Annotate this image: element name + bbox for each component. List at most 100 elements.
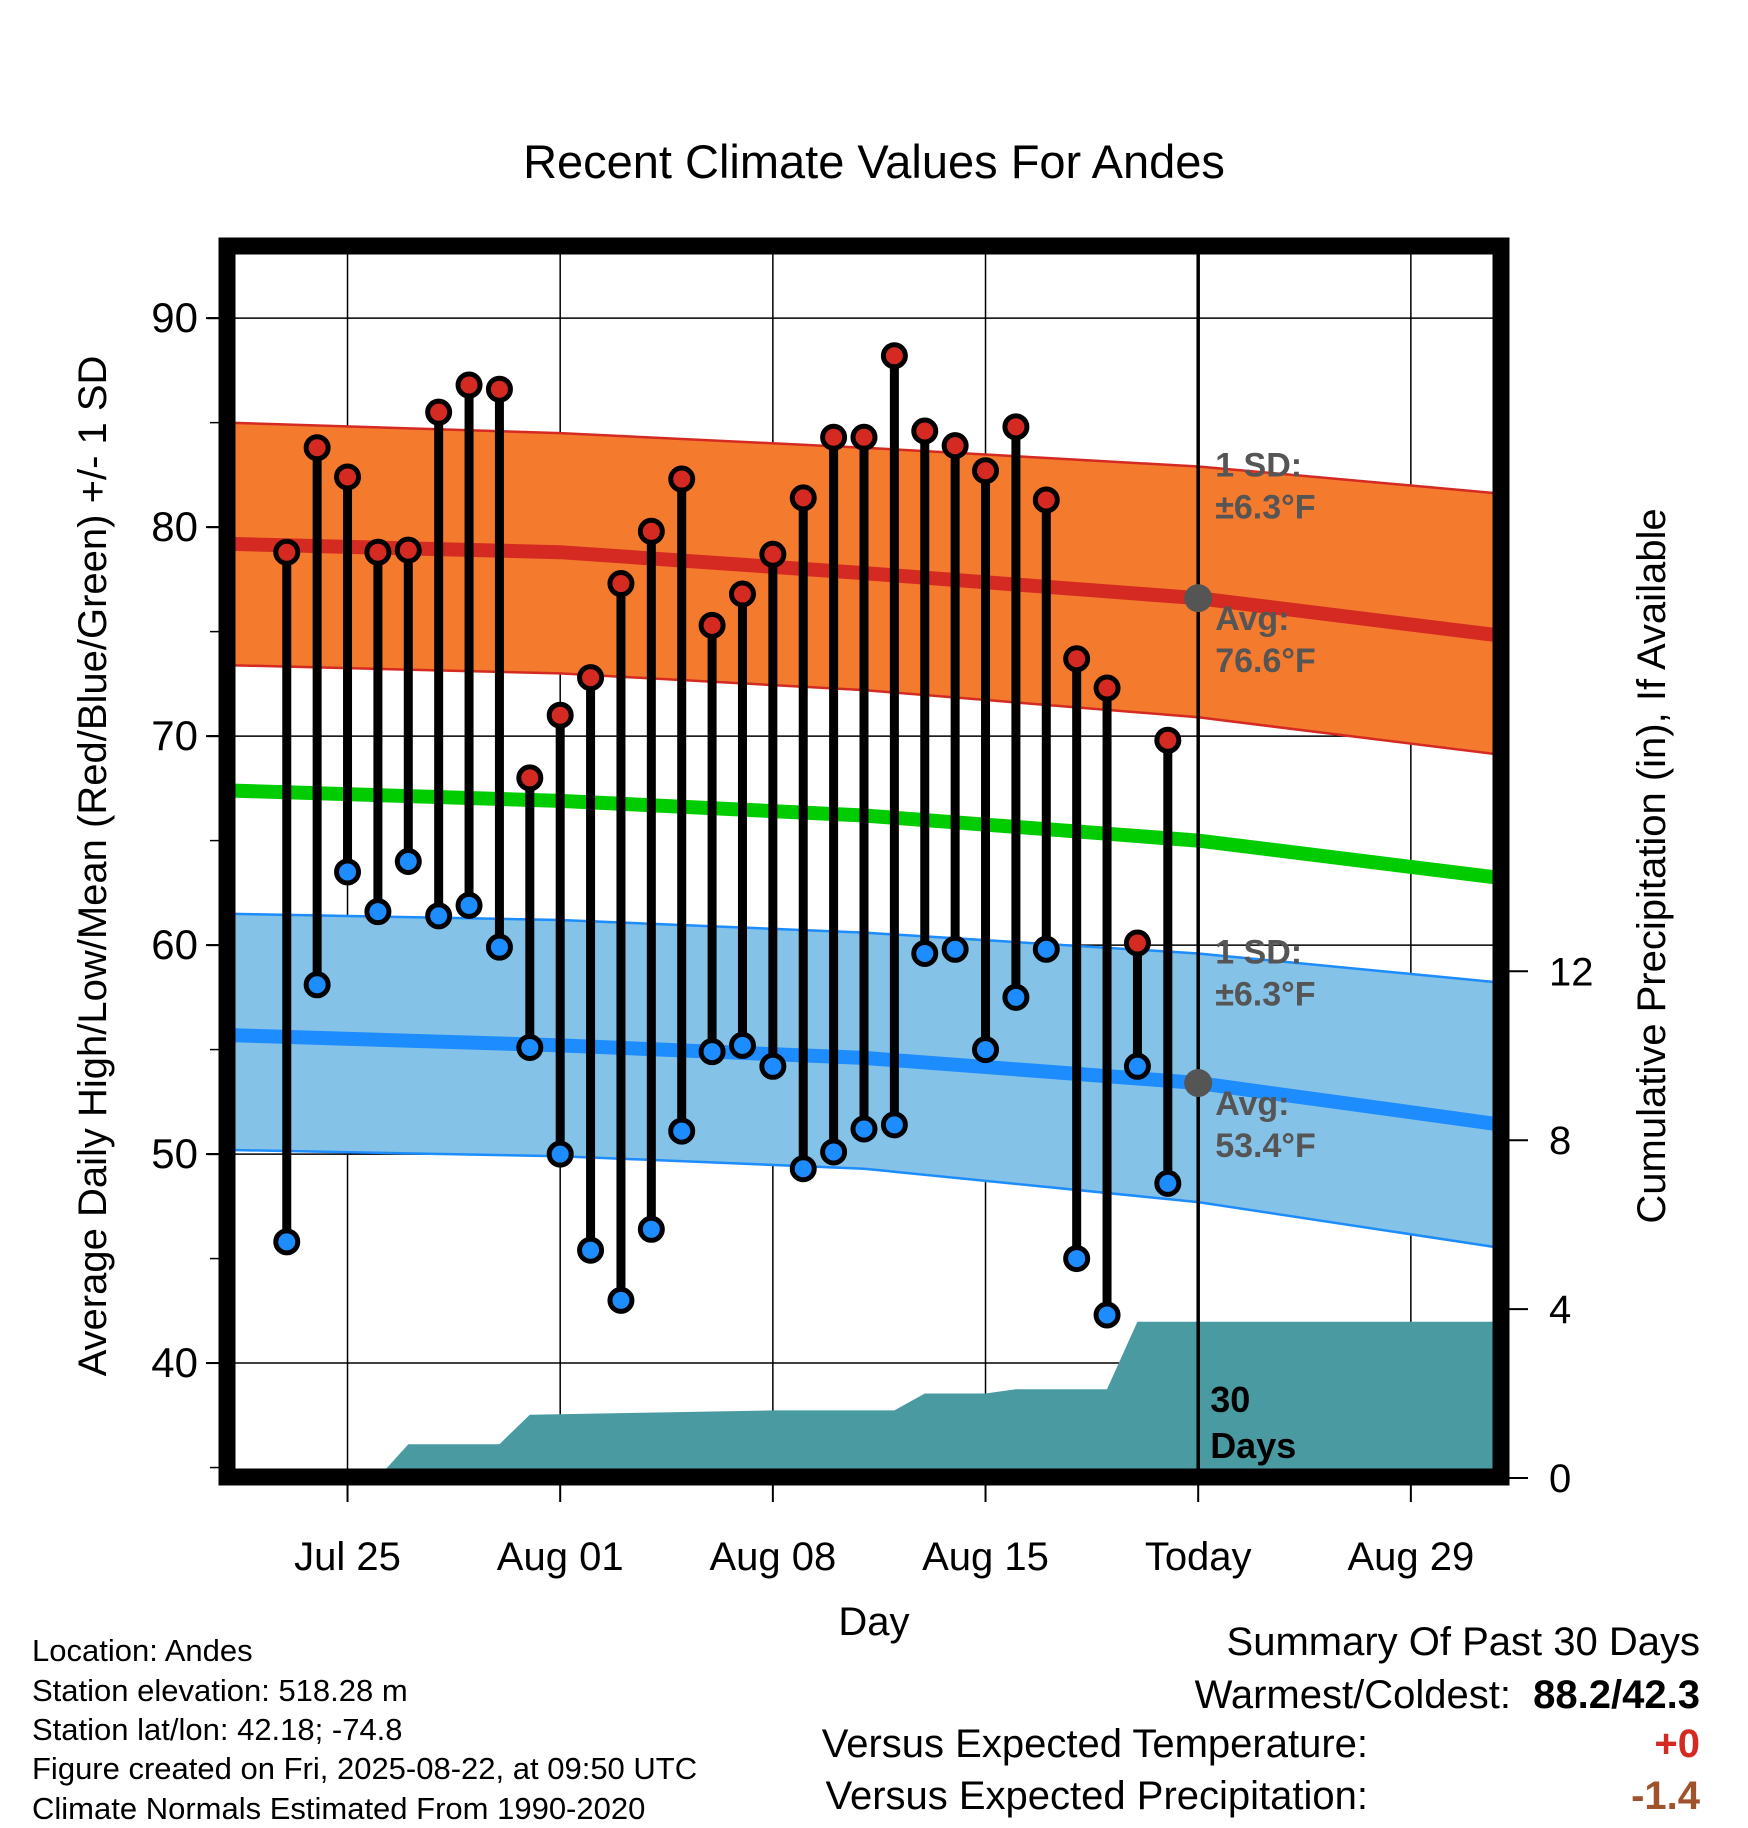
daily-values [273,245,1200,1478]
daily-high-point [789,484,817,512]
daily-high-point [577,664,605,692]
daily-low-point [1002,983,1030,1011]
high-avg-value: 76.6°F [1215,642,1316,680]
daily-high-point [516,764,544,792]
footer-created: Figure created on Fri, 2025-08-22, at 09… [32,1751,698,1786]
summary-precip-label: Versus Expected Precipitation: [825,1774,1368,1818]
x-tick-label: Aug 08 [709,1535,836,1579]
summary-precip-value: -1.4 [1631,1774,1700,1818]
daily-high-point [485,375,513,403]
daily-low-point [759,1052,787,1080]
daily-low-point [1123,1052,1151,1080]
axis-text: 40 50 60 70 80 90 0 4 8 12 Jul 25 Aug 01 Aug 08 Aug 1… [71,135,1674,1644]
low-avg-label: Avg: [1215,1085,1289,1123]
daily-high-point [911,417,939,445]
y2-tick-label: 12 [1549,950,1594,994]
x-tick-label: Aug 29 [1347,1535,1474,1579]
x-axis-label: Day [838,1600,909,1644]
daily-high-point [546,701,574,729]
daily-low-point [637,1215,665,1243]
daily-high-point [637,517,665,545]
high-sd-label: 1 SD: [1215,447,1302,485]
daily-high-point [1063,645,1091,673]
footer-location: Location: Andes [32,1633,253,1668]
daily-low-point [607,1286,635,1314]
y-axis-label: Average Daily High/Low/Mean (Red/Blue/Gr… [71,356,115,1377]
normal-low-sd-lower-line [226,1148,1502,1250]
daily-high-point [455,371,483,399]
daily-high-point [425,398,453,426]
daily-low-point [455,891,483,919]
daily-high-point [759,540,787,568]
y-tick-label: 80 [151,503,198,550]
y-tick-label: 40 [151,1339,198,1386]
high-sd-value: ±6.3°F [1215,489,1315,527]
low-sd-value: ±6.3°F [1215,975,1315,1013]
chart-title: Recent Climate Values For Andes [523,135,1225,188]
precip-area [226,1321,1502,1478]
daily-high-point [820,423,848,451]
daily-high-point [941,432,969,460]
daily-low-point [334,858,362,886]
daily-low-point [820,1138,848,1166]
daily-low-point [880,1111,908,1139]
window-days-number: 30 [1210,1379,1250,1420]
x-tick-label: Today [1145,1535,1252,1579]
y-tick-label: 90 [151,294,198,341]
daily-high-point [728,580,756,608]
plot-frame [218,237,1510,1486]
y-tick-label: 50 [151,1130,198,1177]
summary-temp-label: Versus Expected Temperature: [821,1722,1368,1766]
today-high-normal-marker [1184,584,1213,613]
footer-elevation: Station elevation: 518.28 m [32,1673,408,1708]
daily-high-point [972,457,1000,485]
daily-high-point [850,423,878,451]
daily-high-point [394,536,422,564]
daily-low-point [577,1236,605,1264]
summary-heading: Summary Of Past 30 Days [1226,1620,1700,1664]
low-sd-label: 1 SD: [1215,933,1302,971]
daily-high-point [273,538,301,566]
x-tick-label: Aug 15 [922,1535,1049,1579]
summary-temp-value: +0 [1654,1722,1700,1766]
footer-latlon: Station lat/lon: 42.18; -74.8 [32,1712,403,1747]
summary-warmest-coldest-value: 88.2/42.3 [1533,1673,1700,1717]
band-labels: 1 SD: ±6.3°F Avg: 76.6°F 1 SD: ±6.3°F Avg: 53.4… [1184,447,1316,1466]
high-avg-label: Avg: [1215,600,1289,638]
y-tick-label: 70 [151,712,198,759]
daily-low-point [546,1140,574,1168]
low-avg-value: 53.4°F [1215,1127,1316,1165]
daily-low-point [1032,935,1060,963]
x-tick-label: Aug 01 [497,1535,624,1579]
today-low-normal-marker [1184,1069,1213,1098]
x-tick-label: Jul 25 [294,1535,401,1579]
daily-high-point [1002,413,1030,441]
daily-high-point [303,434,331,462]
daily-high-point [364,538,392,566]
y2-tick-label: 8 [1549,1119,1571,1163]
daily-high-point [880,342,908,370]
daily-low-point [364,898,392,926]
daily-high-point [668,465,696,493]
y2-tick-label: 4 [1549,1288,1571,1332]
daily-low-point [303,971,331,999]
daily-low-point [728,1031,756,1059]
daily-high-point [1154,726,1182,754]
daily-high-point [1123,929,1151,957]
footer-normals: Climate Normals Estimated From 1990-2020 [32,1791,646,1826]
daily-low-point [972,1036,1000,1064]
daily-high-point [334,463,362,491]
axes [206,237,1528,1502]
daily-low-point [789,1155,817,1183]
summary-warmest-coldest: Warmest/Coldest: 88.2/42.3 [1195,1673,1700,1718]
daily-high-point [607,570,635,598]
summary-warmest-coldest-label: Warmest/Coldest: [1194,1673,1511,1717]
daily-low-point [1093,1301,1121,1329]
daily-low-point [668,1117,696,1145]
daily-high-point [1032,486,1060,514]
daily-low-point [394,848,422,875]
daily-high-point [698,611,726,639]
daily-low-point [698,1038,726,1066]
daily-low-point [516,1033,544,1061]
